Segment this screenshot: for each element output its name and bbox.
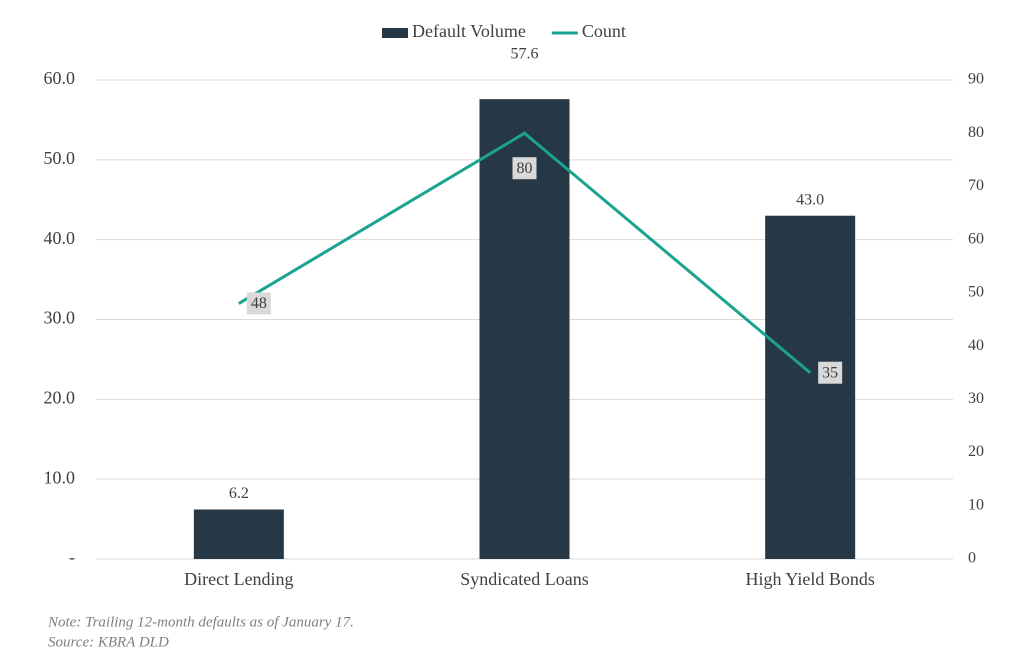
x-tick-label: Direct Lending [184,569,293,589]
y2-tick-label: 90 [968,71,984,88]
y-tick-label: 40.0 [44,228,76,248]
data-label-box [246,292,271,315]
y2-tick-label: 10 [968,496,984,513]
y-tick-label: 10.0 [44,467,76,487]
x-tick-label: High Yield Bonds [745,569,874,589]
y2-tick-label: 0 [968,550,976,567]
bar [765,215,856,559]
y2-tick-label: 70 [968,177,984,194]
line [238,131,812,374]
y2-tick-label: 20 [968,443,984,460]
y2-tick-label: 30 [968,390,984,407]
data-label: 6.2 [229,485,249,502]
data-label: 48 [251,295,267,312]
data-label-box [818,361,843,384]
y-tick-label: - [69,547,75,567]
note: Note: Trailing 12-month defaults as of J… [47,614,354,630]
legend-label: Count [582,21,626,41]
x-tick-label: Syndicated Loans [460,569,588,589]
y2-tick-label: 80 [968,124,984,141]
data-label: 80 [517,160,533,177]
y-tick-label: 30.0 [44,308,76,328]
legend-label: Default Volume [412,21,526,41]
source: Source: KBRA DLD [48,634,169,650]
y-tick-label: 50.0 [44,148,76,168]
y2-tick-label: 50 [968,284,984,301]
data-label-box [512,157,537,180]
data-label: 35 [822,364,838,381]
data-label: 57.6 [511,46,539,63]
y2-tick-label: 40 [968,337,984,354]
y2-tick-label: 60 [968,230,984,247]
bar [193,509,284,559]
data-label: 43.0 [796,191,824,208]
y-tick-label: 60.0 [44,68,76,88]
y-tick-label: 20.0 [44,387,76,407]
legend-swatch [382,28,408,38]
